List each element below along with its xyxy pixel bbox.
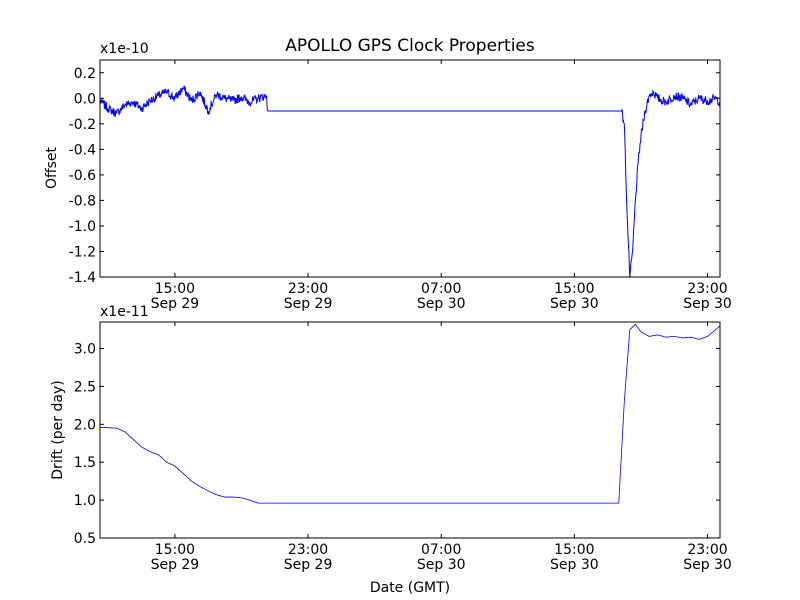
x-tick-label-time: 07:00	[421, 542, 461, 558]
offset-plot-frame	[99, 59, 721, 278]
y-tick-label: -1.2	[69, 244, 96, 260]
y-tick-label: 0.0	[74, 91, 96, 107]
y-tick-label: 0.5	[74, 531, 96, 547]
y-tick-label: 2.5	[74, 379, 96, 395]
x-tick-label-time: 15:00	[554, 542, 594, 558]
x-tick-label-date: Sep 30	[550, 296, 599, 312]
y-tick-label: -0.6	[69, 168, 96, 184]
x-tick-label-date: Sep 30	[550, 557, 599, 573]
x-tick-label-date: Sep 29	[151, 557, 200, 573]
x-tick-label-time: 15:00	[155, 281, 195, 297]
offset-ticks: 0.20.0-0.2-0.4-0.6-0.8-1.0-1.2-1.415:00S…	[69, 60, 732, 312]
y-tick-label: -1.0	[69, 219, 96, 235]
x-tick-label-date: Sep 29	[284, 557, 333, 573]
y-tick-label: 1.5	[74, 455, 96, 471]
x-tick-label-time: 23:00	[687, 281, 727, 297]
y-tick-label: -0.2	[69, 117, 96, 133]
x-tick-label-date: Sep 29	[151, 296, 200, 312]
drift-series-line	[99, 323, 721, 504]
x-tick-label-date: Sep 30	[683, 557, 732, 573]
figure-title: APOLLO GPS Clock Properties	[285, 36, 535, 56]
drift-panel: x1e-11 Drift (per day) 3.0 2.5 2.0 1.5 1.0 0.…	[50, 304, 732, 596]
y-tick-label: -0.4	[69, 142, 96, 158]
offset-y-axis-label: Offset	[44, 146, 60, 189]
offset-series-line	[99, 85, 721, 278]
x-tick-label-time: 07:00	[421, 281, 461, 297]
drift-x-axis-label: Date (GMT)	[370, 580, 450, 596]
x-tick-label-time: 15:00	[554, 281, 594, 297]
x-tick-label-date: Sep 30	[417, 296, 466, 312]
offset-panel: x1e-10 Offset 0.2 0.0 -0.2 -0.4 -0.6 -0.8 -1.0…	[44, 41, 732, 312]
y-tick-label: 3.0	[74, 342, 96, 358]
drift-multiplier-label: x1e-11	[100, 304, 149, 320]
x-tick-label-date: Sep 30	[683, 296, 732, 312]
x-tick-label-time: 23:00	[288, 542, 328, 558]
x-tick-label-time: 23:00	[288, 281, 328, 297]
offset-multiplier-label: x1e-10	[100, 41, 149, 57]
x-tick-label-time: 15:00	[155, 542, 195, 558]
y-tick-label: 1.0	[74, 493, 96, 509]
y-tick-label: -0.8	[69, 193, 96, 209]
drift-y-axis-label: Drift (per day)	[50, 380, 66, 479]
x-tick-label-time: 23:00	[687, 542, 727, 558]
y-tick-label: 2.0	[74, 417, 96, 433]
drift-plot-frame	[99, 321, 721, 539]
y-tick-label: -1.4	[69, 270, 96, 286]
x-tick-label-date: Sep 30	[417, 557, 466, 573]
x-tick-label-date: Sep 29	[284, 296, 333, 312]
y-tick-label: 0.2	[74, 66, 96, 82]
